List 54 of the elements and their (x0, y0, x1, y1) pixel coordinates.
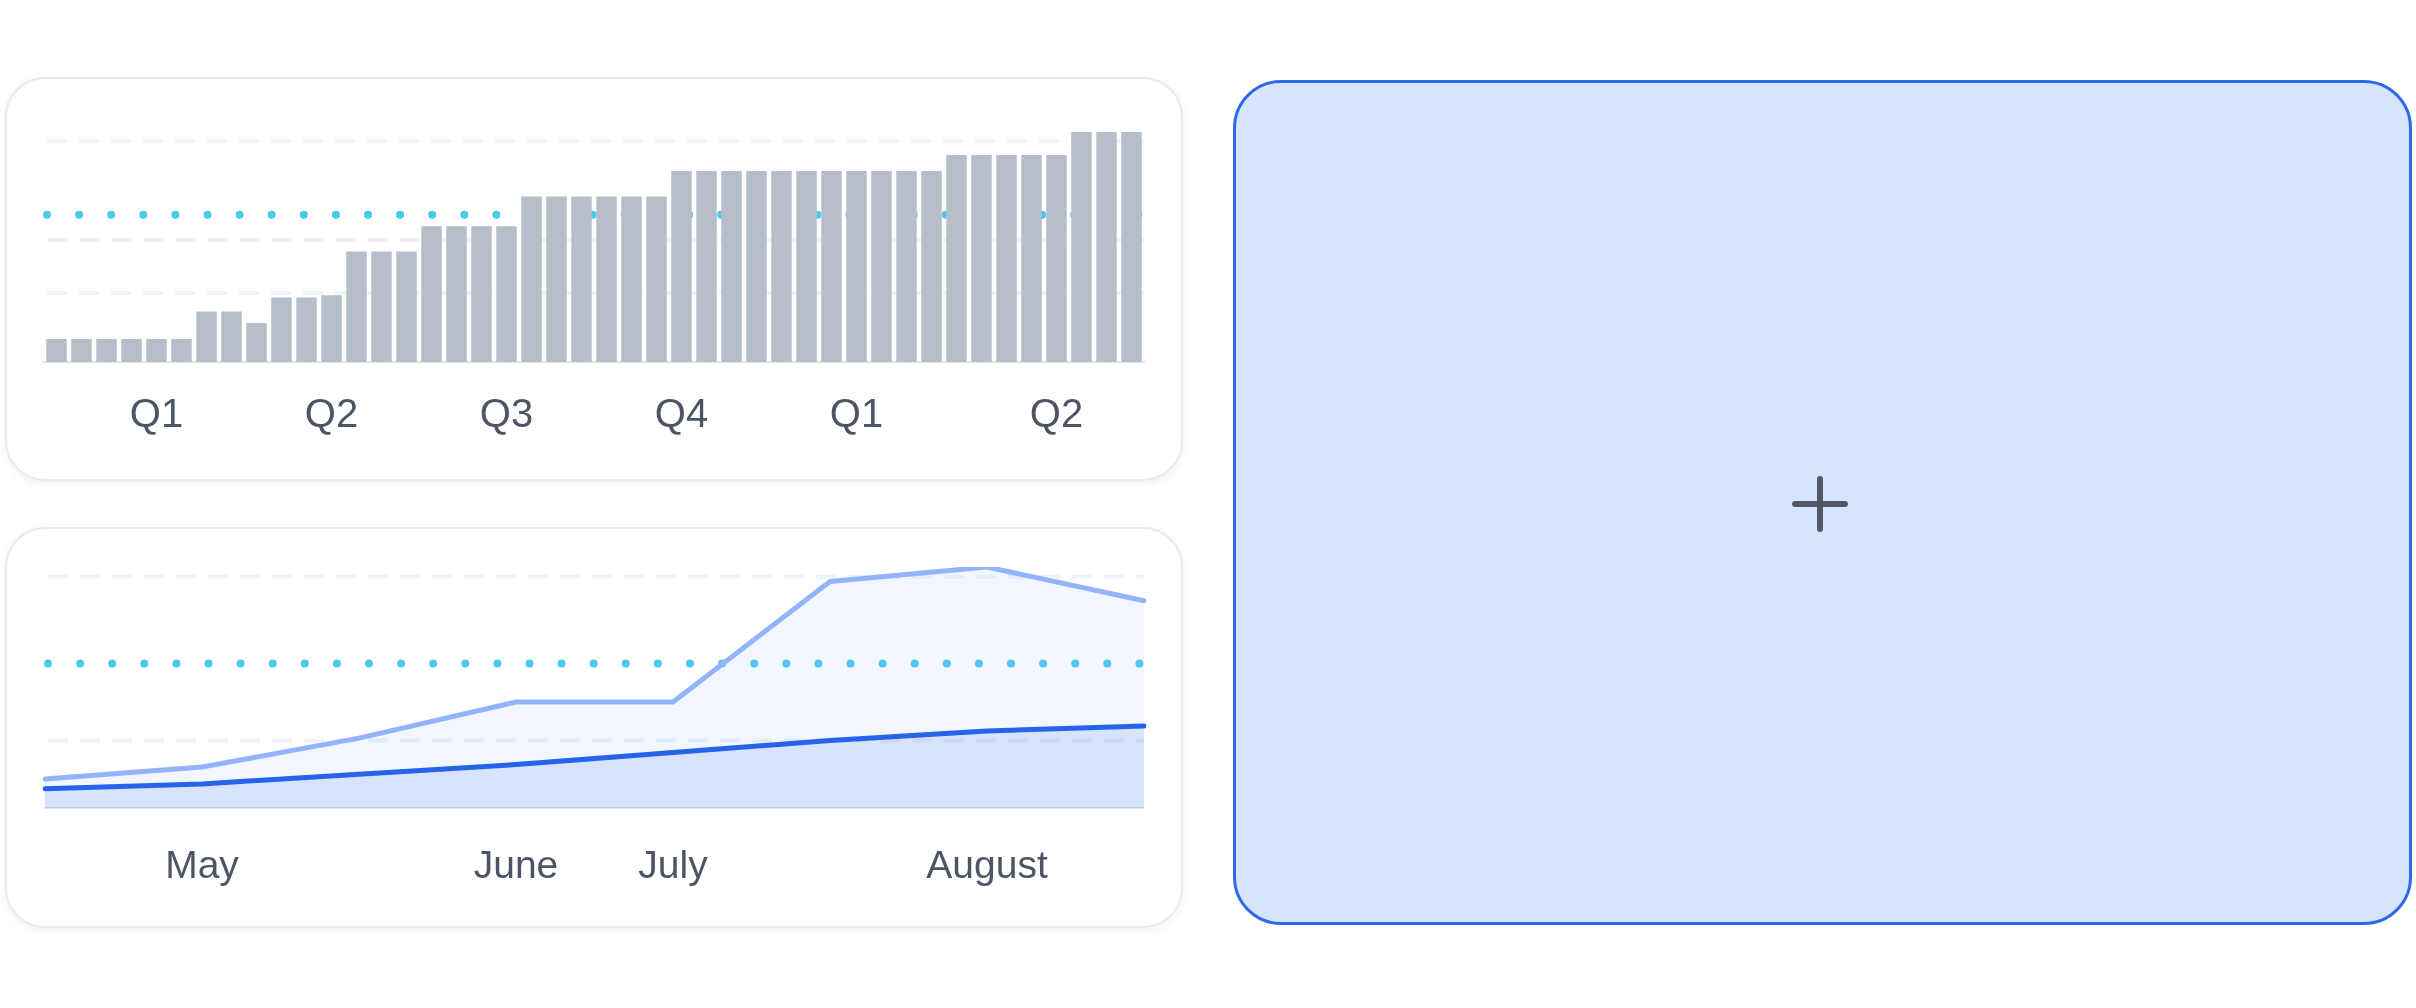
x-tick-label: Q1 (129, 391, 184, 436)
bar (546, 196, 567, 362)
bar (1096, 132, 1117, 362)
x-tick-label: Q1 (829, 391, 884, 436)
bar (696, 171, 717, 362)
bar (621, 196, 642, 362)
x-tick-label: Q2 (1029, 391, 1084, 436)
x-tick-label: Q4 (654, 391, 709, 436)
bar (496, 226, 517, 362)
bar (396, 251, 417, 362)
bar (196, 311, 217, 362)
bar (896, 171, 917, 362)
bar (771, 171, 792, 362)
bar (1046, 155, 1067, 362)
bar (1121, 132, 1142, 362)
bar (96, 339, 117, 362)
bar (821, 171, 842, 362)
bar (1071, 132, 1092, 362)
bar (421, 226, 442, 362)
x-tick-label: August (926, 843, 1048, 887)
bar (121, 339, 142, 362)
bar (246, 322, 267, 362)
bar (46, 339, 67, 362)
bar (171, 339, 192, 362)
bar (146, 339, 167, 362)
bar (471, 226, 492, 362)
bar (596, 196, 617, 362)
x-tick-label: June (473, 843, 559, 887)
x-tick-label: Q3 (479, 391, 534, 436)
bar (521, 196, 542, 362)
bar (846, 171, 867, 362)
bar (971, 155, 992, 362)
bar (371, 251, 392, 362)
bar (921, 171, 942, 362)
bar (1021, 155, 1042, 362)
bar (446, 226, 467, 362)
x-tick-label: May (165, 843, 240, 887)
x-tick-label: July (638, 843, 709, 887)
bar (296, 297, 317, 362)
bar (996, 155, 1017, 362)
bar (946, 155, 967, 362)
bar (746, 171, 767, 362)
bar (871, 171, 892, 362)
bar (71, 339, 92, 362)
bar (721, 171, 742, 362)
bar (646, 196, 667, 362)
bar (221, 311, 242, 362)
bar (571, 196, 592, 362)
bar (671, 171, 692, 362)
x-tick-label: Q2 (304, 391, 359, 436)
bar (271, 297, 292, 362)
bar (796, 171, 817, 362)
bar (346, 251, 367, 362)
bar (321, 295, 342, 362)
